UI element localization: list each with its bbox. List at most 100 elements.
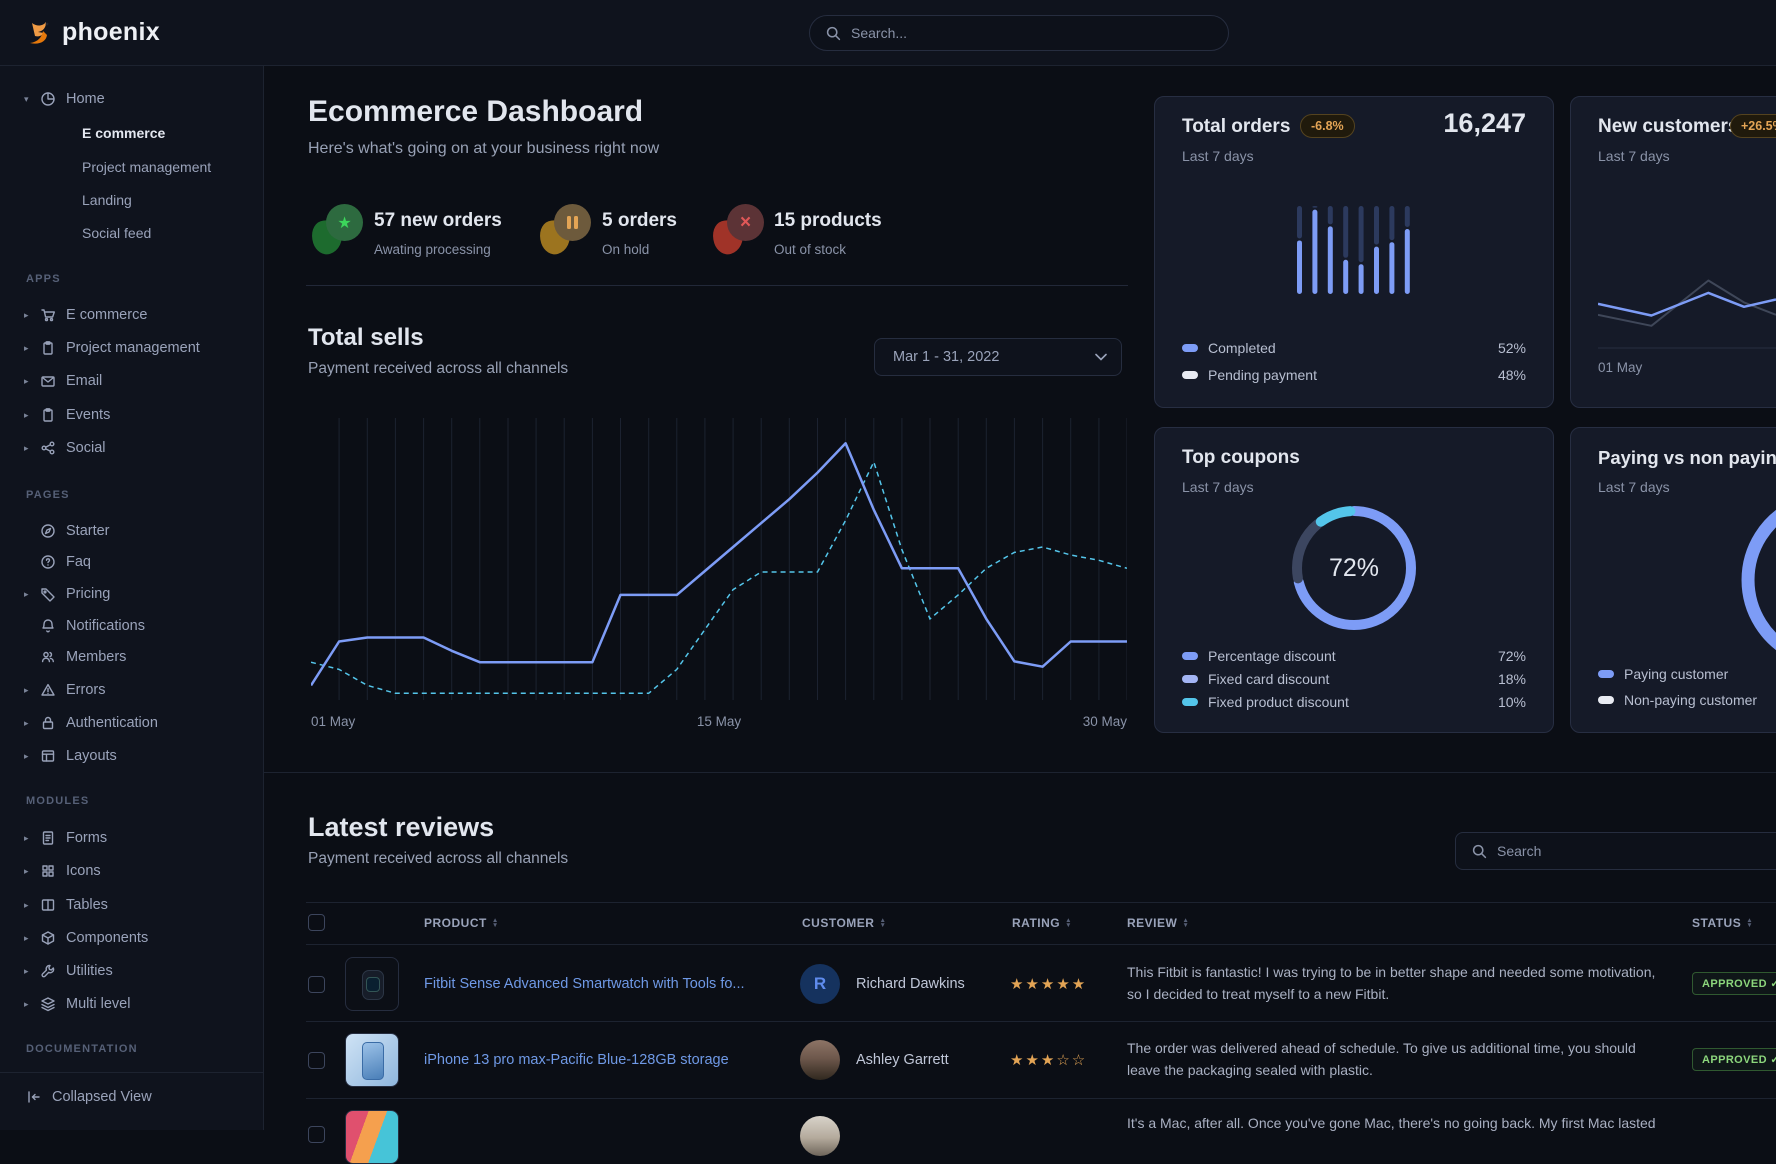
paying-title: Paying vs non paying: [1598, 447, 1776, 468]
sidebar-nav: ▾ Home E commerce Project management Lan…: [0, 66, 264, 1130]
select-all-checkbox[interactable]: [308, 914, 325, 931]
chevron-down-icon: [1095, 353, 1107, 361]
chevron-right-icon: ▸: [24, 588, 29, 599]
sidebar-item-social-feed[interactable]: Social feed: [82, 225, 152, 241]
sidebar-item-notifications[interactable]: ▸ Notifications: [0, 614, 264, 638]
chevron-right-icon: ▸: [24, 342, 29, 353]
x-icon: ×: [739, 211, 752, 233]
legend-swatch: [1182, 675, 1198, 683]
sidebar-item-utilities[interactable]: ▸ Utilities: [24, 963, 113, 979]
share-icon: [40, 440, 56, 456]
total-orders-change-badge: -6.8%: [1300, 114, 1355, 138]
avatar[interactable]: [800, 1040, 840, 1080]
chevron-right-icon: ▸: [24, 899, 29, 910]
donut-center-value: 72%: [1328, 554, 1380, 582]
search-input[interactable]: [851, 25, 1212, 41]
table-divider: [306, 902, 1776, 903]
status-badge: APPROVED ✓: [1692, 972, 1776, 995]
sidebar-item-forms[interactable]: ▸ Forms: [24, 830, 108, 846]
bell-icon: [40, 618, 56, 634]
legend-completed-value: 52%: [1497, 340, 1526, 356]
sidebar-item-project-management-home[interactable]: Project management: [82, 159, 212, 175]
sidebar-item-layouts[interactable]: ▸ Layouts: [24, 748, 117, 764]
review-text: The order was delivered ahead of schedul…: [1127, 1040, 1636, 1078]
legend-fixed-product-discount: Fixed product discount: [1182, 694, 1349, 710]
column-header-rating[interactable]: RATING ▲ ▼: [1012, 916, 1073, 930]
sidebar-item-email[interactable]: ▸ Email: [24, 373, 103, 389]
column-header-customer[interactable]: CUSTOMER ▲ ▼: [802, 916, 887, 930]
layout-icon: [40, 748, 56, 764]
stat-new-orders-sub: Awating processing: [374, 242, 491, 257]
column-header-product[interactable]: PRODUCT ▲ ▼: [424, 916, 499, 930]
legend-swatch: [1598, 696, 1614, 704]
reviews-search[interactable]: [1455, 832, 1776, 870]
sidebar-item-events[interactable]: ▸ Events: [24, 407, 111, 423]
clipboard-icon: [40, 407, 56, 423]
legend-paying-customer: Paying customer: [1598, 666, 1728, 682]
legend-swatch: [1182, 344, 1198, 352]
product-thumbnail-imac[interactable]: [345, 1110, 399, 1164]
total-sells-subtitle: Payment received across all channels: [308, 360, 569, 377]
row-checkbox[interactable]: [308, 1052, 325, 1069]
sidebar-item-errors[interactable]: ▸ Errors: [24, 682, 106, 698]
column-header-status[interactable]: STATUS ▲ ▼: [1692, 916, 1754, 930]
sidebar-item-faq[interactable]: ▸ Faq: [0, 550, 264, 574]
row-checkbox[interactable]: [308, 976, 325, 993]
legend-swatch: [1182, 698, 1198, 706]
chevron-right-icon: ▸: [24, 717, 29, 728]
warning-triangle-icon: [40, 682, 56, 698]
date-range-select[interactable]: Mar 1 - 31, 2022: [874, 338, 1122, 376]
pie-chart-icon: [40, 91, 56, 107]
sort-icon: ▲ ▼: [1746, 917, 1754, 929]
new-orders-icon: ★: [307, 204, 370, 260]
brand-name[interactable]: phoenix: [62, 18, 160, 46]
grid-icon: [40, 863, 56, 879]
sidebar-item-home[interactable]: ▾ Home: [24, 91, 105, 107]
column-header-review[interactable]: REVIEW ▲ ▼: [1127, 916, 1190, 930]
sidebar-item-multi-level[interactable]: ▸ Multi level: [24, 996, 131, 1012]
legend-non-paying-customer: Non-paying customer: [1598, 692, 1757, 708]
envelope-icon: [40, 373, 56, 389]
reviews-search-input[interactable]: [1497, 843, 1776, 859]
sidebar-item-social[interactable]: ▸ Social: [24, 440, 106, 456]
paying-donut-partial: [1741, 510, 1776, 650]
product-thumbnail-iphone[interactable]: [345, 1033, 399, 1087]
chevron-right-icon: ▸: [24, 832, 29, 843]
sidebar-item-members[interactable]: ▸ Members: [0, 645, 264, 669]
sidebar-item-authentication[interactable]: ▸ Authentication: [24, 715, 158, 731]
sidebar-item-tables[interactable]: ▸ Tables: [24, 897, 108, 913]
sidebar-item-landing[interactable]: Landing: [82, 192, 132, 208]
top-coupons-period: Last 7 days: [1182, 479, 1254, 495]
product-link[interactable]: Fitbit Sense Advanced Smartwatch with To…: [424, 976, 745, 992]
x-axis-label-mid: 15 May: [696, 714, 742, 729]
file-text-icon: [40, 830, 56, 846]
sidebar-item-starter[interactable]: ▸ Starter: [0, 519, 264, 543]
orders-on-hold-icon: [535, 204, 598, 260]
chevron-right-icon: ▸: [24, 684, 29, 695]
sidebar-item-ecommerce-app[interactable]: ▸ E commerce: [24, 307, 148, 323]
avatar[interactable]: [800, 1116, 840, 1156]
total-orders-period: Last 7 days: [1182, 148, 1254, 164]
row-checkbox[interactable]: [308, 1126, 325, 1143]
product-link[interactable]: iPhone 13 pro max-Pacific Blue-128GB sto…: [424, 1052, 729, 1068]
sidebar-item-components[interactable]: ▸ Components: [24, 930, 149, 946]
phoenix-logo-icon[interactable]: [24, 16, 58, 50]
top-header: phoenix: [0, 0, 1776, 66]
sidebar-item-pricing[interactable]: ▸ Pricing: [24, 586, 111, 602]
sidebar-item-project-management-app[interactable]: ▸ Project management: [24, 340, 200, 356]
stat-out-of-stock: 15 products: [774, 210, 882, 231]
sidebar-item-icons[interactable]: ▸ Icons: [24, 863, 101, 879]
stat-out-of-stock-sub: Out of stock: [774, 242, 847, 257]
chevron-right-icon: ▸: [24, 375, 29, 386]
sort-icon: ▲ ▼: [1065, 917, 1073, 929]
product-thumbnail-fitbit[interactable]: [345, 957, 399, 1011]
chevron-right-icon: ▸: [24, 750, 29, 761]
legend-completed: Completed: [1182, 340, 1276, 356]
collapse-sidebar-button[interactable]: Collapsed View: [0, 1082, 264, 1112]
sidebar-footer-divider: [0, 1072, 263, 1073]
global-search[interactable]: [809, 15, 1229, 51]
new-customers-x-label: 01 May: [1598, 360, 1643, 375]
sidebar-item-ecommerce-home[interactable]: E commerce: [82, 125, 166, 141]
avatar[interactable]: R: [800, 964, 840, 1004]
